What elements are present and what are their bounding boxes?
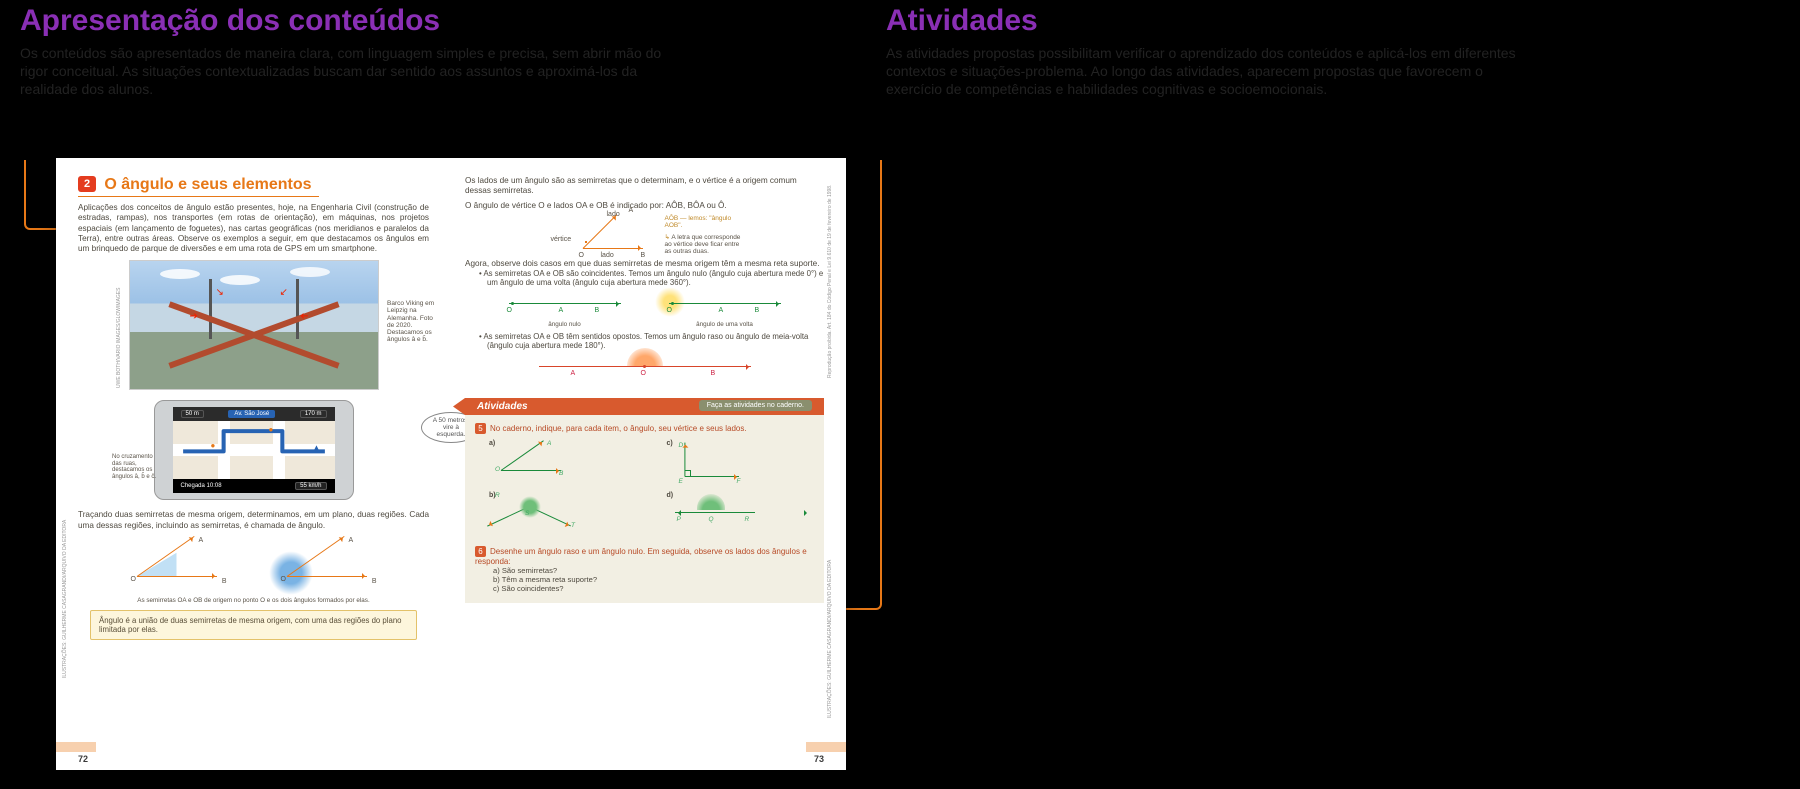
q5-items: a) O A B c) D E F [489,440,814,540]
q5-text: No caderno, indique, para cada item, o â… [490,424,747,433]
angle-figures-pair: O A B O A B [78,537,429,591]
gps-side-note: No cruzamento das ruas, destacamos os ân… [112,454,160,480]
callout-right-title: Atividades [886,4,1038,38]
aob-read: AÔB — lemos: "ângulo AOB". [665,215,745,229]
page-number-right: 73 [814,754,824,764]
straight-angle-figure: A O B [465,354,824,390]
section-number: 2 [78,176,96,192]
rp-para1: Os lados de um ângulo são as semirretas … [465,176,824,197]
left-page-margin-credit: ILUSTRAÇÕES: GUILHERME CASAGRANDI/ARQUIV… [62,520,68,678]
cap-full: ângulo de uma volta [665,321,785,328]
callout-right-desc: As atividades propostas possibilitam ver… [886,44,1536,99]
cap-null: ângulo nulo [505,321,625,328]
intro-paragraph: Aplicações dos conceitos de ângulo estão… [78,203,429,254]
illus-credit: ILUSTRAÇÕES: GUILHERME CASAGRANDI/ARQUIV… [827,560,833,718]
callout-left-title: Apresentação dos conteúdos [20,4,440,38]
page-left: 2 O ângulo e seus elementos Aplicações d… [56,158,451,770]
photo-credit-left: UWE BOTH/VARIO IMAGES/GLOWIMAGES [116,288,122,388]
gps-speed: 55 km/h [295,482,326,490]
law-credit: Reprodução proibida. Art. 184 do Código … [827,185,833,378]
rp-para2: O ângulo de vértice O e lados OA e OB é … [465,201,824,211]
q6c: c) São coincidentes? [493,584,814,593]
atividades-header: Atividades Faça as atividades no caderno… [465,398,824,415]
vertex-figure: vértice O lado B lado A AÔB — lemos: "ân… [465,215,824,255]
gps-street: Av. São José [228,410,275,418]
gps-dist-left: 50 m [181,410,204,418]
atividades-pill: Faça as atividades no caderno. [699,400,812,411]
connector-line-left [24,160,60,230]
page-number-left: 72 [78,754,88,764]
smartphone-gps: 50 m Av. São José 170 m ● ● ▲ [154,400,354,500]
aob-note: ↳ A letra que corresponde ao vértice dev… [665,233,745,255]
under-figure-caption: As semirretas OA e OB de origem no ponto… [78,597,429,604]
null-full-figures: O A B ângulo nulo O A B ângulo de uma vo… [465,291,824,328]
rp-para3: Agora, observe dois casos em que duas se… [465,259,824,269]
atividades-body: 5No caderno, indique, para cada item, o … [465,415,824,603]
bullet-coincident: • As semirretas OA e OB são coincidentes… [479,269,824,287]
bullet-opposite: • As semirretas OA e OB têm sentidos opo… [479,332,824,350]
q6-text: Desenhe um ângulo raso e um ângulo nulo.… [475,547,807,566]
section-title: O ângulo e seus elementos [104,176,311,193]
gps-dist-right: 170 m [300,410,327,418]
gps-arrival: Chegada 10:08 [181,483,222,489]
section-rule [78,196,319,197]
callout-left-desc: Os conteúdos são apresentados de maneira… [20,44,670,99]
definition-box: Ângulo é a união de duas semirretas de m… [90,610,417,640]
page-right: Os lados de um ângulo são as semirretas … [451,158,846,770]
q6b: b) Têm a mesma reta suporte? [493,575,814,584]
connector-line-right [846,160,882,610]
photo-caption: Barco Viking em Leipzig na Alemanha. Fot… [387,300,441,343]
viking-ship-photo: ↘ ↙ ➔ ➔ [129,260,379,390]
para-two-rays: Traçando duas semirretas de mesma origem… [78,510,429,531]
q6a: a) São semirretas? [493,566,814,575]
textbook-spread: 2 O ângulo e seus elementos Aplicações d… [56,158,846,770]
